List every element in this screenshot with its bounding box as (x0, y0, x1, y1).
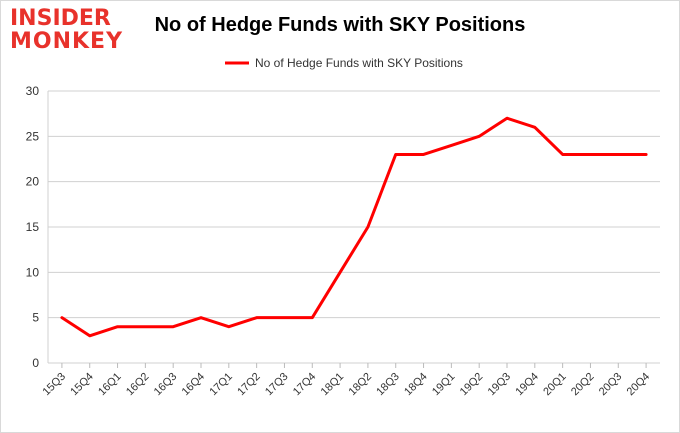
insider-monkey-logo: INSIDER MONKEY (10, 8, 123, 53)
x-tick-label: 20Q4 (625, 371, 653, 399)
x-tick-label: 20Q1 (541, 371, 569, 399)
y-tick-label: 30 (26, 84, 40, 98)
x-tick-label: 16Q3 (152, 371, 180, 399)
x-tick-label: 18Q1 (319, 371, 347, 399)
y-tick-label: 10 (26, 265, 40, 279)
x-tick-label: 18Q4 (402, 371, 430, 399)
x-tick-label: 16Q2 (124, 371, 152, 399)
x-tick-label: 17Q2 (235, 371, 263, 399)
legend-label: No of Hedge Funds with SKY Positions (255, 56, 463, 70)
chart-title: No of Hedge Funds with SKY Positions (154, 14, 526, 36)
x-tick-label: 19Q4 (513, 371, 541, 399)
y-tick-label: 5 (32, 311, 39, 325)
logo-line-2: MONKEY (10, 29, 124, 54)
x-tick-label: 15Q4 (68, 371, 96, 399)
x-tick-label: 19Q3 (486, 371, 514, 399)
logo-line-1: INSIDER (10, 6, 111, 31)
x-tick-label: 17Q1 (207, 371, 235, 399)
x-tick-label: 15Q3 (41, 371, 69, 399)
x-tick-label: 16Q4 (180, 371, 208, 399)
x-tick-label: 18Q2 (347, 371, 375, 399)
x-tick-label: 18Q3 (374, 371, 402, 399)
x-tick-label: 20Q2 (569, 371, 597, 399)
x-tick-label: 20Q3 (597, 371, 625, 399)
x-tick-label: 19Q1 (430, 371, 458, 399)
x-tick-label: 17Q3 (263, 371, 291, 399)
y-tick-label: 0 (32, 356, 39, 370)
y-tick-label: 15 (26, 220, 40, 234)
y-tick-label: 25 (26, 129, 40, 143)
y-tick-label: 20 (26, 175, 40, 189)
series-line (60, 116, 648, 338)
x-tick-label: 19Q2 (458, 371, 486, 399)
x-tick-label: 17Q4 (291, 371, 319, 399)
x-tick-label: 16Q1 (96, 371, 124, 399)
